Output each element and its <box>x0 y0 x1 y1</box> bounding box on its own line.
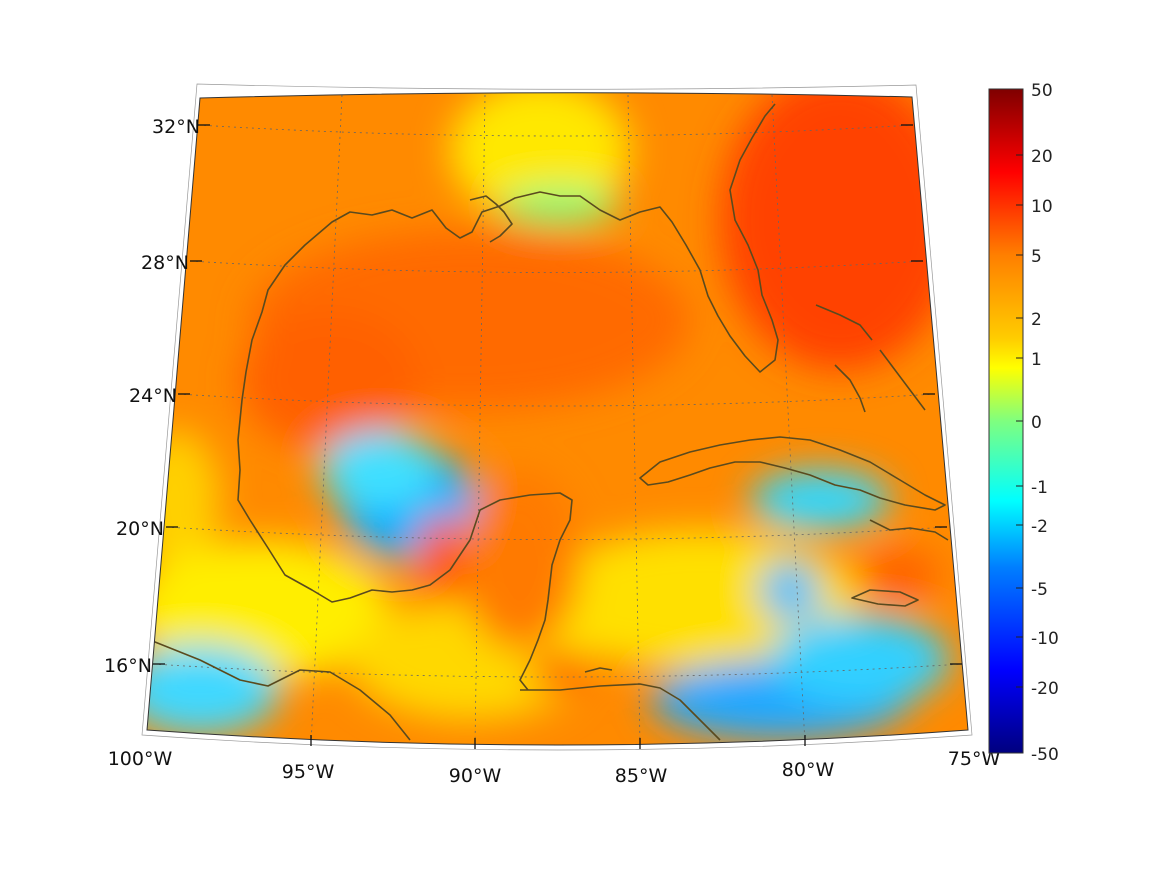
field-se-cyan <box>770 615 950 705</box>
cb-label-m50: -50 <box>1031 745 1059 765</box>
field-belize-red <box>530 654 590 690</box>
cb-label-m2: -2 <box>1031 517 1048 537</box>
map-panel <box>147 92 968 746</box>
cb-label-m5: -5 <box>1031 580 1048 600</box>
map-frame-outer <box>141 83 973 751</box>
coastline-mexico-east <box>237 469 573 691</box>
field-north-green <box>500 187 620 223</box>
cb-label-2: 2 <box>1031 310 1042 330</box>
field-bay-cyan <box>320 430 440 510</box>
coastline-us-gulf <box>237 103 779 471</box>
lat-label-24: 24°N <box>129 385 177 407</box>
field-caribbean-cyan <box>760 560 820 620</box>
field-yucatan-orange <box>460 470 580 650</box>
cb-label-20: 20 <box>1031 147 1053 167</box>
cb-label-5: 5 <box>1031 247 1042 267</box>
cb-label-m1: -1 <box>1031 478 1048 498</box>
cb-label-1: 1 <box>1031 350 1042 370</box>
coastline-bahamas-1 <box>815 304 873 341</box>
coastline-jamaica <box>851 589 919 607</box>
cb-label-10: 10 <box>1031 197 1053 217</box>
map-frame <box>146 92 969 746</box>
field-jamaica-red <box>860 550 940 600</box>
field-campeche-red <box>418 515 462 605</box>
field-ne-high <box>720 92 960 370</box>
lon-label-95: 95°W <box>282 761 335 783</box>
coastlines <box>149 103 949 741</box>
field-south-yellow-w <box>147 540 390 680</box>
field-sw-cyan <box>147 645 280 735</box>
lon-label-85: 85°W <box>615 765 668 787</box>
lat-label-16: 16°N <box>104 655 152 677</box>
lat-ticks <box>153 124 962 665</box>
colorbar-labels: 50 20 10 5 2 1 0 -1 -2 -5 -10 -20 -50 <box>1031 81 1059 765</box>
cb-label-m10: -10 <box>1031 629 1059 649</box>
grid-lat-32 <box>197 124 914 137</box>
lat-label-32: 32°N <box>152 116 200 138</box>
grid-lat-28 <box>189 260 924 273</box>
lon-ticks <box>310 735 806 749</box>
grid-lat-20 <box>165 526 948 540</box>
grid-lon-90 <box>474 94 486 746</box>
field-cuba-cyan <box>750 470 890 530</box>
grid-lon-80 <box>771 94 806 746</box>
graticule <box>152 94 963 746</box>
lon-label-100: 100°W <box>108 748 173 770</box>
coastline-bahamas-3 <box>879 349 926 411</box>
grid-lat-24 <box>177 393 936 407</box>
lon-labels: 100°W 95°W 90°W 85°W 80°W 75°W <box>108 748 1001 787</box>
field-gulf-west <box>240 310 420 450</box>
lon-label-80: 80°W <box>782 759 835 781</box>
coastline-hispaniola <box>869 519 949 541</box>
coastline-pacific <box>149 639 411 741</box>
coastline-cuba <box>639 436 946 511</box>
grid-lon-95 <box>310 94 343 746</box>
coastline-central-america <box>520 683 721 741</box>
lon-label-90: 90°W <box>449 765 502 787</box>
cb-label-50: 50 <box>1031 81 1053 101</box>
lat-label-28: 28°N <box>141 252 189 274</box>
lon-label-75: 75°W <box>948 748 1001 770</box>
field-north-yellow <box>450 92 630 220</box>
lat-label-20: 20°N <box>116 518 164 540</box>
grid-lon-85 <box>627 94 641 746</box>
lat-labels: 16°N 20°N 24°N 28°N 32°N <box>104 116 200 677</box>
coastline-honduras-islands <box>584 667 613 673</box>
cb-label-0: 0 <box>1031 413 1042 433</box>
colorbar-ticks <box>1016 154 1023 688</box>
cb-label-m20: -20 <box>1031 679 1059 699</box>
colorbar: 50 20 10 5 2 1 0 -1 -2 -5 -10 -20 -50 <box>988 81 1059 765</box>
coastline-mississippi <box>469 195 513 243</box>
coastline-bahamas-2 <box>834 364 866 413</box>
